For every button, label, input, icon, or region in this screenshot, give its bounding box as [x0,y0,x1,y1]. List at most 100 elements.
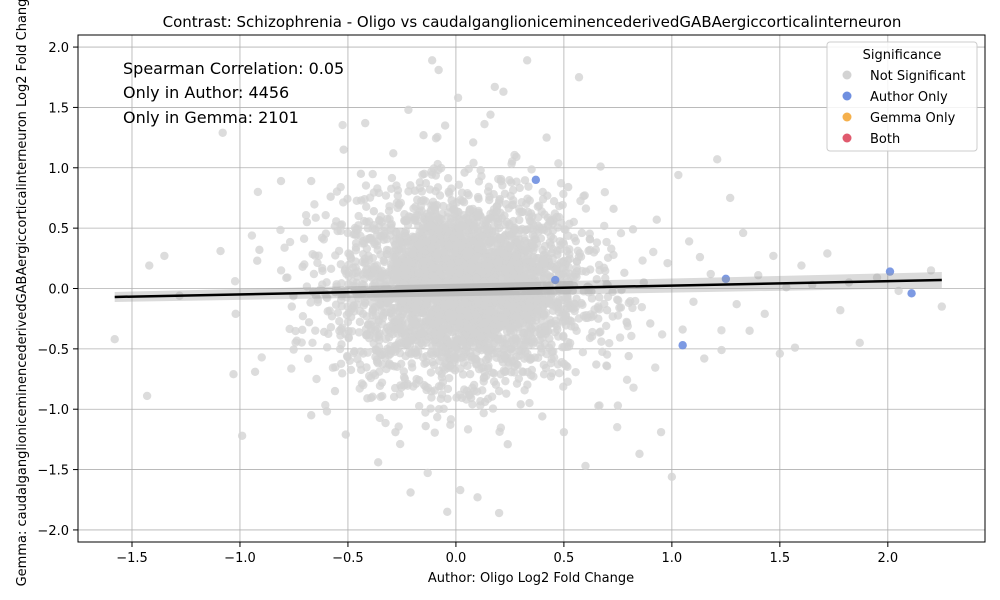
cloud-point [455,268,464,277]
cloud-point [483,331,492,341]
cloud-point [494,386,504,396]
point-not-significant [494,508,504,518]
cloud-point [571,299,580,309]
cloud-point [556,179,566,188]
cloud-point [537,344,546,353]
cloud-point [395,237,404,247]
cloud-point [311,326,320,335]
cloud-point [370,239,379,249]
cloud-point [395,439,405,449]
point-not-significant [769,251,778,261]
cloud-point [362,244,372,253]
point-not-significant [410,186,420,195]
cloud-point [595,401,604,410]
point-not-significant [468,138,478,147]
cloud-point [519,272,529,282]
cloud-point [322,278,331,287]
point-not-significant [253,256,262,265]
y-tick-label: 1.0 [48,162,69,177]
cloud-point [393,258,402,268]
cloud-point [433,412,442,422]
cloud-point [506,367,516,377]
cloud-point [387,219,396,229]
point-author-only [531,175,541,185]
cloud-point [615,333,625,342]
cloud-point [291,338,300,347]
cloud-point [444,373,454,383]
cloud-point [578,300,587,310]
point-not-significant [678,325,687,334]
cloud-point [539,360,549,370]
cloud-point [577,228,587,238]
cloud-point [473,192,483,202]
point-not-significant [434,65,443,75]
point-not-significant [399,325,409,334]
cloud-point [483,394,493,404]
cloud-point [393,344,402,353]
cloud-point [565,254,575,263]
cloud-point [501,376,510,386]
point-not-significant [395,227,404,236]
point-not-significant [453,93,463,102]
cloud-point [524,182,533,191]
point-not-significant [229,370,238,379]
cloud-point [325,306,334,315]
cloud-point [471,310,481,319]
point-not-significant [250,367,260,376]
cloud-point [527,165,536,174]
cloud-point [592,275,601,284]
cloud-point [505,176,514,185]
cloud-point [560,293,570,302]
cloud-point [409,382,418,391]
cloud-point [308,249,317,259]
cloud-point [364,320,373,329]
cloud-point [361,181,371,190]
point-not-significant [358,309,368,319]
cloud-point [427,201,436,210]
cloud-point [414,401,424,411]
point-not-significant [574,73,584,82]
cloud-point [515,204,524,214]
cloud-point [571,236,581,246]
only-gemma-annotation: Only in Gemma: 2101 [123,108,299,127]
cloud-point [622,318,632,328]
cloud-point [364,255,374,264]
cloud-point [463,312,473,321]
cloud-point [474,344,484,353]
point-not-significant [663,258,672,268]
cloud-point [600,221,609,231]
cloud-point [613,295,622,304]
cloud-point [409,277,419,286]
point-not-significant [391,427,400,437]
cloud-point [427,347,436,356]
cloud-point [361,265,371,274]
cloud-point [510,334,520,343]
cloud-point [346,365,356,375]
cloud-point [375,413,384,423]
cloud-point [601,321,611,331]
point-not-significant [706,269,715,279]
cloud-point [563,377,572,386]
point-not-significant [725,193,735,203]
cloud-point [468,338,478,347]
point-not-significant [628,225,638,234]
cloud-point [417,206,426,215]
point-not-significant [689,297,698,306]
cloud-point [368,169,377,179]
cloud-point [433,249,442,258]
cloud-point [335,317,344,326]
cloud-point [496,234,506,243]
cloud-point [253,187,263,197]
cloud-point [458,370,468,379]
cloud-point [454,215,464,225]
cloud-point [468,400,477,409]
cloud-point [415,178,425,187]
point-not-significant [231,309,240,319]
cloud-point [602,237,611,247]
cloud-point [336,260,346,269]
cloud-point [444,300,453,310]
point-not-significant [527,333,536,343]
cloud-point [591,245,601,254]
cloud-point [538,333,547,342]
cloud-point [485,192,494,202]
